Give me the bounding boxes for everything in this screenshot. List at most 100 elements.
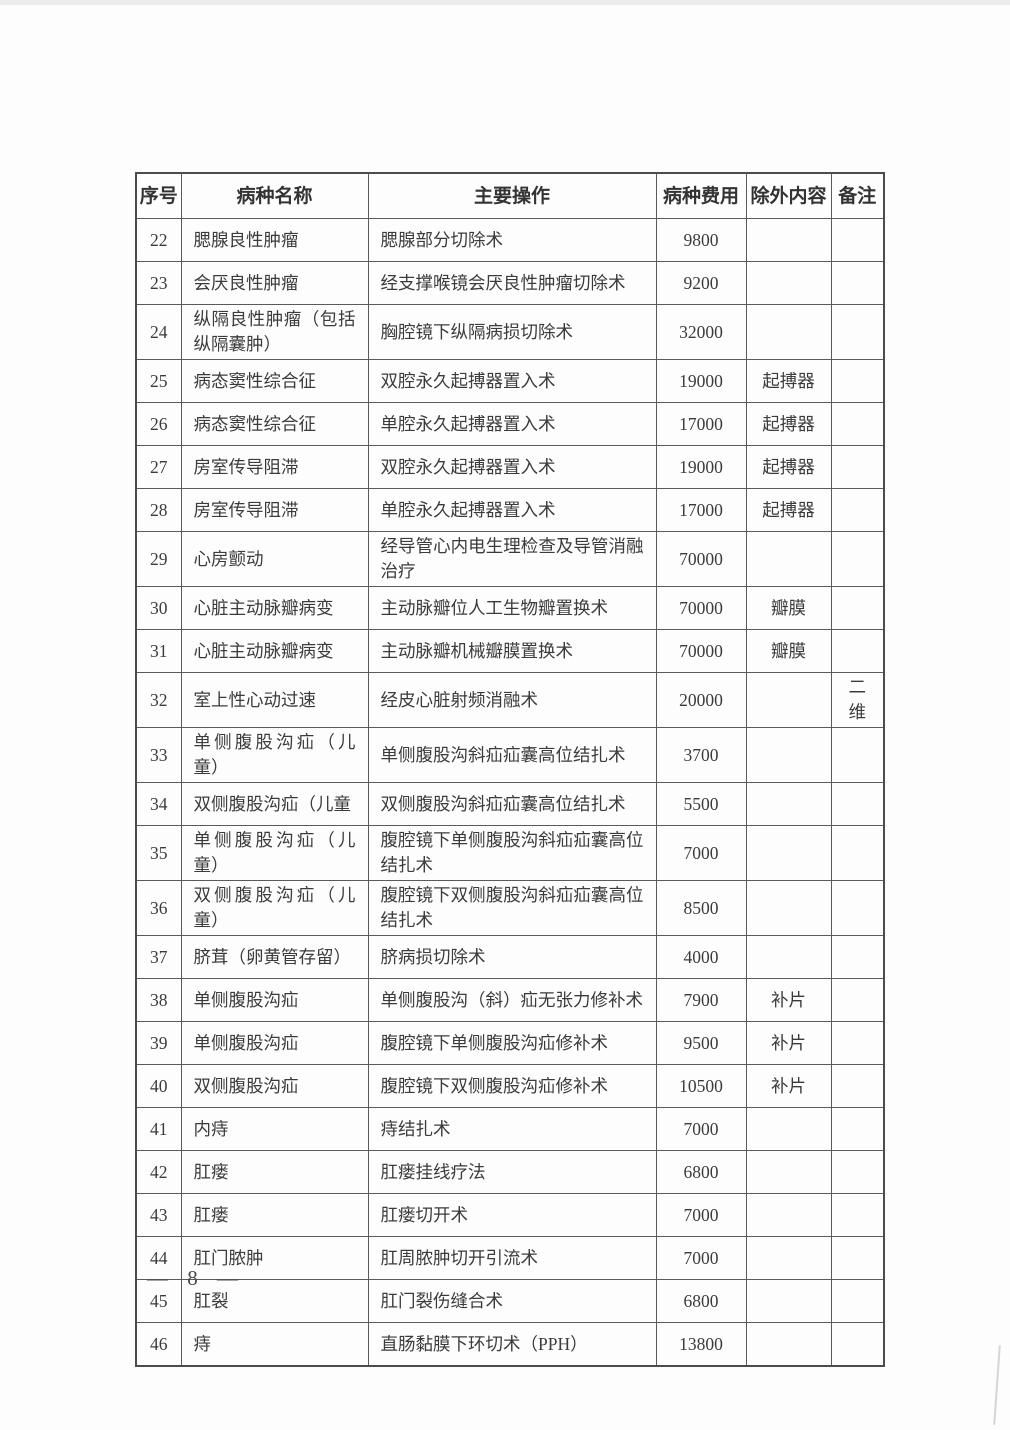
header-main-operation: 主要操作 <box>367 172 657 219</box>
fee-cell: 70000 <box>655 629 747 673</box>
exclusion-cell: 起搏器 <box>745 359 832 403</box>
serial-number-cell: 35 <box>135 825 182 881</box>
disease-name-cell: 单侧腹股沟疝（儿童） <box>180 825 369 881</box>
serial-number-cell: 28 <box>135 488 182 532</box>
serial-number-cell: 33 <box>135 727 182 783</box>
operation-cell: 肛瘘挂线疗法 <box>367 1150 657 1194</box>
operation-cell: 单腔永久起搏器置入术 <box>367 402 657 446</box>
disease-name-cell: 肛门脓肿 <box>180 1236 369 1280</box>
table-row: 41 内痔 痔结扎术 7000 <box>135 1107 885 1151</box>
table-row: 46 痔 直肠黏膜下环切术（PPH） 13800 <box>135 1322 885 1367</box>
operation-cell: 腮腺部分切除术 <box>367 218 657 262</box>
header-remarks: 备注 <box>830 172 885 219</box>
serial-number-cell: 24 <box>135 304 182 360</box>
table-row: 34 双侧腹股沟疝（儿童 双侧腹股沟斜疝疝囊高位结扎术 5500 <box>135 782 885 826</box>
table-row: 40 双侧腹股沟疝 腹腔镜下双侧腹股沟疝修补术 10500 补片 <box>135 1064 885 1108</box>
disease-name-cell: 痔 <box>180 1322 369 1367</box>
serial-number-cell: 34 <box>135 782 182 826</box>
disease-name-cell: 病态窦性综合征 <box>180 359 369 403</box>
exclusion-cell: 起搏器 <box>745 402 832 446</box>
exclusion-cell <box>745 1193 832 1237</box>
serial-number-cell: 44 <box>135 1236 182 1280</box>
serial-number-cell: 26 <box>135 402 182 446</box>
exclusion-cell: 补片 <box>745 1064 832 1108</box>
disease-name-cell: 心脏主动脉瓣病变 <box>180 586 369 630</box>
table-body: 22 腮腺良性肿瘤 腮腺部分切除术 9800 23 会厌良性肿瘤 经支撑喉镜会厌… <box>135 218 885 1367</box>
fee-cell: 19000 <box>655 359 747 403</box>
fee-cell: 70000 <box>655 586 747 630</box>
exclusion-cell <box>745 531 832 587</box>
operation-cell: 主动脉瓣机械瓣膜置换术 <box>367 629 657 673</box>
remark-cell <box>830 218 885 262</box>
fee-cell: 32000 <box>655 304 747 360</box>
operation-cell: 腹腔镜下双侧腹股沟疝修补术 <box>367 1064 657 1108</box>
operation-cell: 经支撑喉镜会厌良性肿瘤切除术 <box>367 261 657 305</box>
fee-cell: 7900 <box>655 978 747 1022</box>
operation-cell: 双侧腹股沟斜疝疝囊高位结扎术 <box>367 782 657 826</box>
table-row: 29 心房颤动 经导管心内电生理检查及导管消融治疗 70000 <box>135 531 885 587</box>
exclusion-cell: 起搏器 <box>745 488 832 532</box>
disease-name-cell: 双侧腹股沟疝 <box>180 1064 369 1108</box>
disease-name-cell: 单侧腹股沟疝（儿童） <box>180 727 369 783</box>
exclusion-cell <box>745 1279 832 1323</box>
operation-cell: 腹腔镜下单侧腹股沟疝修补术 <box>367 1021 657 1065</box>
disease-name-cell: 脐茸（卵黄管存留） <box>180 935 369 979</box>
remark-cell <box>830 359 885 403</box>
exclusion-cell <box>745 218 832 262</box>
disease-name-cell: 房室传导阻滞 <box>180 488 369 532</box>
remark-cell <box>830 880 885 936</box>
remark-cell <box>830 488 885 532</box>
exclusion-cell <box>745 825 832 881</box>
table-row: 38 单侧腹股沟疝 单侧腹股沟（斜）疝无张力修补术 7900 补片 <box>135 978 885 1022</box>
operation-cell: 经皮心脏射频消融术 <box>367 672 657 728</box>
exclusion-cell <box>745 1150 832 1194</box>
disease-name-cell: 单侧腹股沟疝 <box>180 1021 369 1065</box>
exclusion-cell <box>745 672 832 728</box>
table-row: 35 单侧腹股沟疝（儿童） 腹腔镜下单侧腹股沟斜疝疝囊高位结扎术 7000 <box>135 825 885 881</box>
disease-name-cell: 肛瘘 <box>180 1193 369 1237</box>
disease-name-cell: 房室传导阻滞 <box>180 445 369 489</box>
disease-name-cell: 纵隔良性肿瘤（包括纵隔囊肿） <box>180 304 369 360</box>
serial-number-cell: 46 <box>135 1322 182 1367</box>
remark-cell <box>830 304 885 360</box>
exclusion-cell <box>745 304 832 360</box>
remark-cell <box>830 1150 885 1194</box>
remark-cell <box>830 445 885 489</box>
header-disease-fee: 病种费用 <box>655 172 747 219</box>
table-row: 25 病态窦性综合征 双腔永久起搏器置入术 19000 起搏器 <box>135 359 885 403</box>
header-exclusions: 除外内容 <box>745 172 832 219</box>
disease-name-cell: 双侧腹股沟疝（儿童） <box>180 880 369 936</box>
table-header-row: 序号 病种名称 主要操作 病种费用 除外内容 备注 <box>135 172 885 219</box>
table-row: 30 心脏主动脉瓣病变 主动脉瓣位人工生物瓣置换术 70000 瓣膜 <box>135 586 885 630</box>
fee-cell: 19000 <box>655 445 747 489</box>
remark-cell <box>830 1279 885 1323</box>
remark-cell <box>830 1193 885 1237</box>
operation-cell: 痔结扎术 <box>367 1107 657 1151</box>
serial-number-cell: 30 <box>135 586 182 630</box>
table-row: 24 纵隔良性肿瘤（包括纵隔囊肿） 胸腔镜下纵隔病损切除术 32000 <box>135 304 885 360</box>
serial-number-cell: 27 <box>135 445 182 489</box>
disease-name-cell: 室上性心动过速 <box>180 672 369 728</box>
remark-cell <box>830 629 885 673</box>
table-row: 26 病态窦性综合征 单腔永久起搏器置入术 17000 起搏器 <box>135 402 885 446</box>
serial-number-cell: 25 <box>135 359 182 403</box>
remark-cell <box>830 586 885 630</box>
exclusion-cell: 瓣膜 <box>745 629 832 673</box>
exclusion-cell <box>745 1322 832 1367</box>
fee-cell: 7000 <box>655 1236 747 1280</box>
operation-cell: 肛周脓肿切开引流术 <box>367 1236 657 1280</box>
remark-cell <box>830 1107 885 1151</box>
serial-number-cell: 40 <box>135 1064 182 1108</box>
fee-cell: 17000 <box>655 488 747 532</box>
table-row: 43 肛瘘 肛瘘切开术 7000 <box>135 1193 885 1237</box>
header-disease-name: 病种名称 <box>180 172 369 219</box>
page-number: — 8 — <box>147 1266 245 1290</box>
operation-cell: 经导管心内电生理检查及导管消融治疗 <box>367 531 657 587</box>
fee-cell: 7000 <box>655 825 747 881</box>
serial-number-cell: 42 <box>135 1150 182 1194</box>
serial-number-cell: 43 <box>135 1193 182 1237</box>
fee-cell: 9200 <box>655 261 747 305</box>
table-row: 28 房室传导阻滞 单腔永久起搏器置入术 17000 起搏器 <box>135 488 885 532</box>
operation-cell: 肛瘘切开术 <box>367 1193 657 1237</box>
